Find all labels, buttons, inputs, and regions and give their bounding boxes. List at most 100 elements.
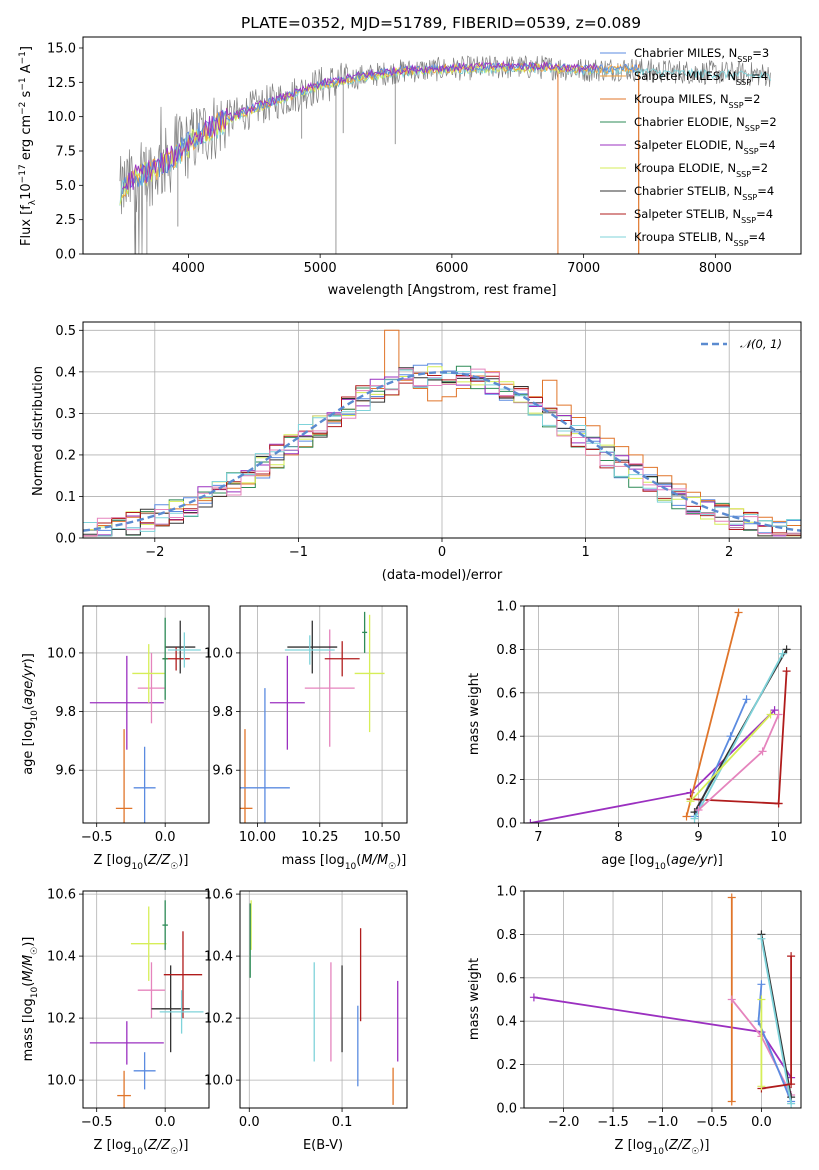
label-part: )]: [178, 1138, 188, 1153]
label-part: (: [21, 705, 36, 710]
histogram-step-line: [83, 368, 801, 537]
legend-subscript: SSP: [744, 147, 759, 156]
legend-entry: Kroupa ELODIE, NSSP=2: [600, 161, 768, 179]
data-point: [362, 611, 368, 653]
label-part: 10: [652, 1147, 664, 1157]
y-tick-label: 0.2: [55, 448, 76, 463]
weight-marker: [766, 710, 775, 719]
y-axis-label: mass weight: [467, 958, 482, 1040]
axes-frame: [239, 890, 408, 1109]
y-tick-label: 10.4: [204, 950, 233, 965]
y-tick-label: 2.5: [55, 213, 76, 228]
label-part: −1: [18, 77, 28, 90]
y-tick-label: 9.6: [55, 764, 76, 779]
label-part: Z [log: [615, 1138, 653, 1153]
weight-marker: [782, 645, 791, 654]
y-tick-label: 10.0: [47, 110, 76, 125]
x-axis-label: Z [log10(Z/Z☉)]: [94, 1138, 189, 1157]
plot-area: [89, 900, 204, 1108]
data-point: [287, 620, 338, 674]
label-part: age [log: [601, 853, 654, 868]
model-line-salpeter-miles: [122, 62, 640, 198]
x-tick-label: −1.5: [597, 1115, 629, 1130]
label-part: (: [666, 853, 671, 868]
panel-mass-vs-Z: −0.5 0.010.010.210.410.6Z [log10(Z/Z☉)]ma…: [21, 888, 210, 1157]
x-tick-label: −1.0: [647, 1115, 679, 1130]
legend-count: =2: [760, 115, 777, 129]
x-tick-label: −2: [145, 545, 164, 560]
data-point: [162, 900, 168, 950]
x-tick-label: 6000: [435, 261, 468, 276]
legend-text: Kroupa MILES, N: [634, 92, 729, 106]
label-part: ]: [19, 46, 34, 51]
label-part: 10: [131, 862, 143, 872]
grid-lines: [240, 606, 407, 823]
legend-entry: Chabrier STELIB, NSSP=4: [600, 184, 774, 202]
y-tick-label: 0.2: [496, 773, 517, 788]
data-point: [133, 746, 156, 823]
label-part: 10: [345, 862, 357, 872]
weight-series: [757, 995, 766, 1091]
label-part: ☉: [388, 862, 396, 872]
y-tick-label: 9.8: [55, 705, 76, 720]
legend-subscript: SSP: [737, 55, 752, 64]
legend-entry: Chabrier MILES, NSSP=3: [600, 46, 769, 64]
label-part: Z/Z: [147, 1138, 171, 1153]
legend-label: Kroupa ELODIE, NSSP=2: [634, 161, 768, 179]
plot-area: [529, 893, 796, 1108]
x-tick-label: 10.25: [301, 830, 338, 845]
panel-spectrum: 4000 5000 6000 7000 8000 0.0 2.5 5.0 7.5 10.0 12.5…: [18, 36, 802, 298]
y-tick-label: 10.4: [47, 950, 76, 965]
y-tick-label: 9.8: [212, 705, 233, 720]
weight-series: [686, 710, 775, 806]
legend-count: =2: [751, 161, 768, 175]
y-tick-label: 10.0: [47, 646, 76, 661]
y-tick-label: 10.6: [47, 888, 76, 903]
weight-marker: [757, 1082, 766, 1091]
axes-frame: [82, 890, 210, 1109]
y-axis-label: Normed distribution: [31, 366, 46, 496]
legend-subscript: SSP: [745, 124, 760, 133]
label-part: age/yr: [671, 853, 714, 868]
weight-series: [690, 649, 787, 823]
spectrum-data-line: [119, 55, 771, 254]
y-tick-label: 10.0: [47, 1074, 76, 1089]
x-tick-label: −2.0: [548, 1115, 580, 1130]
weight-marker: [774, 799, 783, 808]
y-tick-label: 0.2: [496, 1058, 517, 1073]
label-part: )]: [396, 853, 406, 868]
y-tick-label: 0.8: [496, 928, 517, 943]
legend-count: =2: [744, 92, 761, 106]
grid-lines: [524, 605, 801, 824]
axes-frame: [523, 605, 802, 824]
legend-text: Salpeter STELIB, N: [634, 207, 741, 221]
legend-text: Kroupa STELIB, N: [634, 230, 734, 244]
x-axis-label: mass [log10(M/M☉)]: [282, 853, 407, 872]
x-tick-label: 0.1: [332, 1115, 353, 1130]
weight-marker: [770, 706, 779, 715]
label-part: ☉: [170, 1147, 178, 1157]
y-tick-label: 0.3: [55, 407, 76, 422]
panel-age-vs-Z: −0.5 0.09.69.810.0Z [log10(Z/Z☉)]age [log…: [21, 605, 210, 872]
y-tick-label: 9.6: [212, 764, 233, 779]
label-part: ☉: [170, 862, 178, 872]
y-tick-label: 10.6: [204, 888, 233, 903]
plot-area: [249, 900, 399, 1105]
legend-text: Salpeter MILES, N: [634, 69, 736, 83]
y-tick-label: 1.0: [496, 885, 517, 900]
x-tick-label: 5000: [304, 261, 337, 276]
y-tick-label: 0.4: [55, 365, 76, 380]
label-part: Z [log: [94, 853, 132, 868]
y-tick-label: 0.0: [55, 532, 76, 547]
label-part: (: [143, 1138, 148, 1153]
weight-marker: [757, 934, 766, 943]
label-part: 10: [131, 1147, 143, 1157]
y-tick-label: 1.0: [496, 600, 517, 615]
label-part: 10: [654, 862, 666, 872]
legend-count: =4: [759, 138, 776, 152]
legend: 𝒩(0, 1): [701, 337, 782, 351]
data-point: [354, 614, 385, 733]
weight-marker: [694, 805, 703, 814]
